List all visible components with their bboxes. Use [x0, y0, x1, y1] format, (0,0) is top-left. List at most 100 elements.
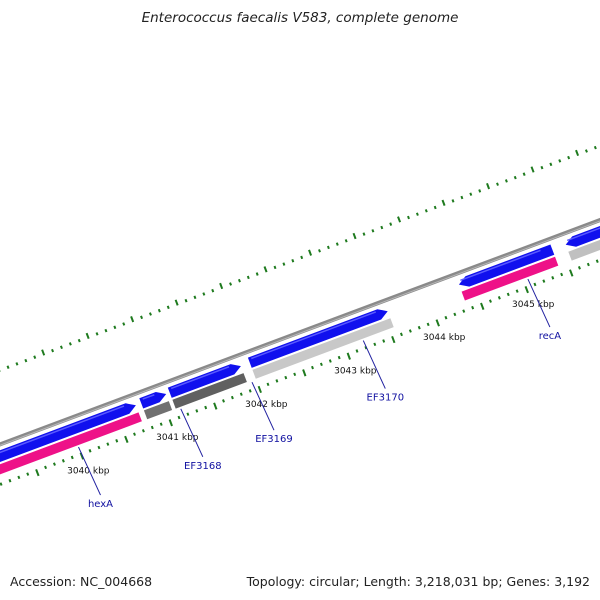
tick-label: 3040 kbp	[67, 466, 110, 476]
inner-minor-tick	[328, 359, 332, 363]
inner-minor-tick	[444, 315, 448, 320]
inner-minor-tick	[26, 472, 30, 476]
tick-label: 3043 kbp	[334, 367, 377, 377]
outer-major-tick	[308, 249, 313, 256]
outer-minor-tick	[140, 315, 144, 320]
outer-major-tick	[219, 282, 224, 290]
outer-minor-tick	[193, 295, 197, 300]
outer-minor-tick	[380, 225, 384, 230]
outer-major-tick	[486, 182, 491, 190]
genome-title: Enterococcus faecalis V583, complete gen…	[142, 10, 459, 26]
outer-minor-tick	[326, 245, 330, 250]
inner-minor-tick	[17, 475, 21, 480]
gene-labels: hexA EF3168 EF3169 EF3170 recA	[78, 278, 562, 510]
outer-major-tick	[41, 349, 46, 356]
inner-minor-tick	[266, 382, 270, 387]
rna-bar	[252, 318, 394, 379]
inner-tick-marks	[0, 259, 599, 486]
outer-minor-tick	[273, 265, 277, 270]
outer-minor-tick	[371, 229, 375, 233]
inner-minor-tick	[70, 455, 74, 460]
inner-minor-tick	[293, 372, 297, 377]
gene-label: hexA	[88, 499, 113, 510]
inner-minor-tick	[337, 355, 341, 360]
outer-minor-tick	[424, 209, 428, 213]
inner-minor-tick	[506, 292, 510, 297]
inner-minor-tick	[177, 415, 181, 420]
outer-minor-tick	[415, 212, 419, 216]
outer-minor-tick	[77, 338, 81, 343]
cds-highlight	[460, 249, 541, 282]
inner-minor-tick	[159, 422, 163, 426]
accession-text: Accession: NC_004668	[10, 574, 152, 589]
outer-minor-tick	[6, 365, 10, 369]
outer-minor-tick	[407, 215, 410, 220]
inner-minor-tick	[8, 478, 12, 483]
outer-minor-tick	[478, 189, 482, 193]
inner-minor-tick	[0, 482, 3, 486]
outer-minor-tick	[291, 258, 295, 263]
outer-major-tick	[263, 266, 268, 273]
inner-major-tick	[302, 369, 307, 377]
outer-minor-tick	[344, 239, 348, 243]
tick-label: 3044 kbp	[423, 333, 466, 343]
inner-minor-tick	[560, 272, 564, 277]
outer-minor-tick	[166, 305, 170, 310]
outer-minor-tick	[469, 192, 473, 196]
outer-minor-tick	[318, 249, 321, 253]
inner-major-tick	[257, 385, 262, 394]
outer-minor-tick	[389, 222, 393, 226]
outer-minor-tick	[237, 278, 241, 283]
outer-minor-tick	[24, 358, 28, 363]
inner-major-tick	[213, 402, 218, 410]
outer-major-tick	[352, 232, 357, 240]
rna-bar	[172, 373, 247, 409]
tick-label: 3045 kbp	[512, 300, 555, 310]
outer-minor-tick	[282, 262, 286, 266]
inner-minor-tick	[426, 322, 430, 327]
outer-minor-tick	[184, 298, 188, 303]
tick-label: 3041 kbp	[156, 433, 199, 443]
gene-label-leader	[527, 278, 551, 328]
gene-label: EF3170	[367, 393, 405, 404]
outer-minor-tick	[104, 328, 108, 333]
outer-minor-tick	[593, 145, 597, 150]
inner-minor-tick	[408, 329, 412, 333]
inner-minor-tick	[488, 299, 492, 303]
inner-minor-tick	[311, 365, 314, 370]
inner-major-tick	[480, 302, 485, 310]
inner-minor-tick	[61, 459, 65, 463]
rna-bar	[461, 256, 559, 301]
outer-major-tick	[441, 199, 446, 206]
outer-minor-tick	[513, 175, 517, 180]
inner-minor-tick	[586, 262, 590, 267]
inner-minor-tick	[186, 412, 190, 416]
outer-tick-marks	[0, 145, 597, 372]
outer-minor-tick	[95, 332, 99, 336]
cds-highlight	[0, 405, 125, 454]
rna-bar	[143, 401, 173, 420]
backbone-line	[0, 217, 600, 447]
outer-minor-tick	[229, 282, 233, 286]
inner-minor-tick	[453, 312, 457, 317]
cds-arrow	[247, 309, 388, 368]
inner-minor-tick	[222, 399, 225, 403]
cds-highlight	[251, 311, 377, 360]
gene-label-leader	[251, 381, 275, 431]
outer-minor-tick	[362, 232, 366, 236]
cds-highlight	[142, 394, 155, 400]
outer-major-tick	[575, 149, 580, 157]
gene-label-leader	[362, 340, 386, 389]
inner-minor-tick	[248, 389, 252, 393]
inner-minor-tick	[382, 339, 386, 343]
outer-minor-tick	[122, 322, 126, 326]
cds-highlight	[566, 227, 600, 242]
inner-minor-tick	[577, 266, 581, 270]
inner-major-tick	[168, 419, 173, 427]
gene-label: recA	[539, 331, 562, 342]
inner-major-tick	[435, 319, 440, 327]
outer-major-tick	[397, 216, 402, 223]
inner-minor-tick	[150, 425, 154, 430]
inner-minor-tick	[204, 405, 208, 410]
